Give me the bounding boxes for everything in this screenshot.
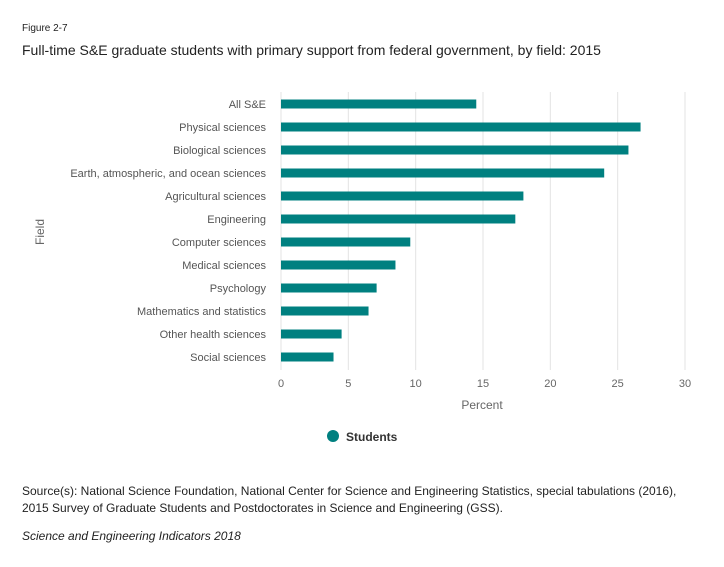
bar bbox=[281, 329, 342, 339]
y-tick-label: Biological sciences bbox=[173, 145, 266, 157]
bar bbox=[281, 306, 369, 316]
chart-title: Full-time S&E graduate students with pri… bbox=[22, 42, 601, 58]
y-tick-label: Mathematics and statistics bbox=[137, 306, 266, 318]
y-tick-label: Engineering bbox=[207, 214, 266, 226]
source-line-2: 2015 Survey of Graduate Students and Pos… bbox=[22, 501, 503, 515]
x-tick-label: 25 bbox=[612, 378, 624, 390]
x-tick-label: 20 bbox=[544, 378, 556, 390]
bar bbox=[281, 237, 411, 247]
bar bbox=[281, 122, 641, 132]
bar bbox=[281, 260, 396, 270]
x-tick-label: 5 bbox=[345, 378, 351, 390]
y-tick-label: Medical sciences bbox=[182, 260, 266, 272]
bar bbox=[281, 214, 516, 224]
x-tick-label: 10 bbox=[410, 378, 422, 390]
y-tick-label: All S&E bbox=[229, 99, 266, 111]
bar bbox=[281, 99, 477, 109]
bar bbox=[281, 352, 334, 362]
source-line-1: Source(s): National Science Foundation, … bbox=[22, 484, 677, 498]
legend-label: Students bbox=[346, 430, 398, 444]
figure-label: Figure 2-7 bbox=[22, 23, 68, 34]
y-tick-label: Social sciences bbox=[190, 352, 266, 364]
y-tick-label: Agricultural sciences bbox=[165, 191, 266, 203]
y-tick-label: Earth, atmospheric, and ocean sciences bbox=[70, 168, 266, 180]
bar bbox=[281, 168, 605, 178]
y-axis-title: Field bbox=[33, 219, 47, 245]
x-tick-label: 0 bbox=[278, 378, 284, 390]
y-tick-label: Physical sciences bbox=[179, 122, 266, 134]
bar bbox=[281, 283, 377, 293]
y-tick-label: Other health sciences bbox=[160, 329, 267, 341]
y-tick-label: Computer sciences bbox=[172, 237, 267, 249]
x-tick-label: 30 bbox=[679, 378, 691, 390]
x-axis-title: Percent bbox=[461, 398, 503, 412]
bar bbox=[281, 145, 629, 155]
y-tick-label: Psychology bbox=[210, 283, 267, 295]
x-tick-label: 15 bbox=[477, 378, 489, 390]
credit: Science and Engineering Indicators 2018 bbox=[22, 529, 241, 543]
legend-marker bbox=[327, 430, 339, 442]
bar bbox=[281, 191, 524, 201]
source-note: Source(s): National Science Foundation, … bbox=[22, 483, 712, 517]
